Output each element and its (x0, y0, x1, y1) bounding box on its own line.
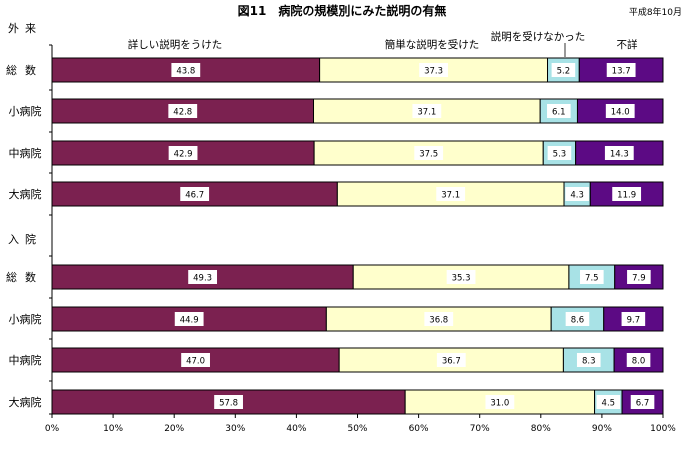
legend-label: 詳しい説明をうけた (128, 38, 223, 51)
data-label: 43.8 (176, 67, 195, 77)
data-label: 37.1 (441, 191, 460, 201)
row-label: 中病院 (9, 353, 42, 367)
data-label: 31.0 (490, 399, 509, 409)
legend-label: 簡単な説明を受けた (385, 38, 480, 51)
data-label: 7.9 (632, 274, 646, 284)
data-label-box (168, 104, 198, 118)
data-label-box (612, 187, 642, 201)
bar-segment (352, 264, 570, 290)
data-label-box (576, 353, 601, 367)
x-tick-label: 0% (45, 424, 60, 434)
row-label: 中病院 (9, 146, 42, 160)
data-label-box (605, 104, 635, 118)
x-tick-label: 90% (592, 424, 612, 434)
data-label: 37.1 (417, 108, 436, 118)
data-label: 9.7 (627, 316, 641, 326)
group-label: 入院 (8, 232, 42, 246)
bars (51, 57, 664, 415)
data-label: 8.6 (571, 316, 585, 326)
data-label-box (485, 395, 515, 409)
data-label-box (214, 395, 243, 409)
data-label: 14.3 (610, 150, 629, 160)
data-label-box (171, 63, 201, 77)
data-label: 37.5 (419, 150, 438, 160)
row-label: 小病院 (9, 312, 42, 326)
data-label-box (580, 270, 604, 284)
data-label-box (174, 312, 204, 326)
data-label: 44.9 (180, 316, 199, 326)
data-label: 8.0 (632, 357, 646, 367)
x-tick-label: 60% (409, 424, 429, 434)
data-label-box (547, 146, 572, 160)
data-label: 4.5 (602, 399, 616, 409)
x-tick-label: 10% (103, 424, 123, 434)
data-label: 11.9 (617, 191, 636, 201)
data-label: 13.7 (612, 67, 631, 77)
data-label: 14.0 (611, 108, 630, 118)
data-label-box (436, 187, 466, 201)
x-tick-label: 40% (286, 424, 306, 434)
data-label-box (565, 187, 589, 201)
data-label-box (604, 146, 634, 160)
data-label-box (565, 312, 590, 326)
x-tick-label: 20% (164, 424, 184, 434)
data-label: 35.3 (452, 274, 471, 284)
data-label-box (414, 146, 444, 160)
data-label-box (547, 104, 571, 118)
row-label: 総数 (6, 63, 44, 77)
data-label: 37.3 (424, 67, 443, 77)
data-label-box (621, 312, 646, 326)
data-label-box (551, 63, 576, 77)
x-tick-label: 80% (531, 424, 551, 434)
x-tick-label: 50% (347, 424, 367, 434)
data-label-box (180, 187, 210, 201)
data-label: 6.1 (552, 108, 566, 118)
data-label: 6.7 (636, 399, 650, 409)
row-label: 小病院 (9, 104, 42, 118)
data-label-box (596, 395, 621, 409)
data-label: 49.3 (193, 274, 212, 284)
data-label-box (626, 353, 651, 367)
data-label: 46.7 (185, 191, 204, 201)
data-label: 8.3 (582, 357, 596, 367)
data-label-box (188, 270, 218, 284)
row-label: 総数 (6, 270, 44, 284)
data-label-box (181, 353, 210, 367)
data-label: 57.8 (219, 399, 238, 409)
data-label-box (627, 270, 651, 284)
x-tick-label: 70% (470, 424, 490, 434)
data-label: 36.7 (442, 357, 461, 367)
chart-title: 図11 病院の規模別にみた説明の有無 (238, 3, 447, 18)
data-label: 5.2 (557, 67, 571, 77)
bar-segment (575, 140, 664, 166)
data-label-box (424, 312, 454, 326)
data-label: 42.8 (173, 108, 192, 118)
legend-label: 説明を受けなかった (491, 30, 586, 43)
data-label: 5.3 (553, 150, 567, 160)
data-label: 7.5 (585, 274, 599, 284)
data-label-box (436, 353, 466, 367)
data-label: 36.8 (429, 316, 448, 326)
data-label-box (630, 395, 655, 409)
data-label: 42.9 (174, 150, 193, 160)
row-label: 大病院 (9, 395, 42, 409)
x-tick-label: 30% (225, 424, 245, 434)
data-label-box (168, 146, 198, 160)
chart-date-note: 平成8年10月 (629, 6, 682, 18)
row-label: 大病院 (9, 187, 42, 201)
legend-label: 不詳 (617, 38, 638, 51)
data-label-box (419, 63, 448, 77)
group-label: 外来 (8, 22, 42, 35)
data-label: 4.3 (570, 191, 584, 201)
data-label-box (412, 104, 442, 118)
data-label-box (446, 270, 476, 284)
x-tick-label: 100% (650, 424, 676, 434)
data-label: 47.0 (186, 357, 205, 367)
data-label-box (606, 63, 636, 77)
